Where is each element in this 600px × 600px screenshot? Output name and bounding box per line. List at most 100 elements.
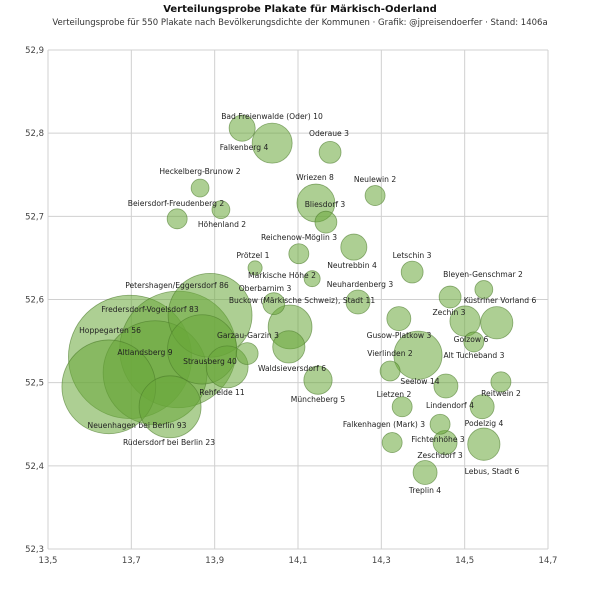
bubble <box>251 122 293 164</box>
bubble <box>391 396 413 418</box>
bubble-label: Treplin 4 <box>408 486 441 495</box>
grid <box>47 49 549 550</box>
bubble-label: Waldsieversdorf 6 <box>258 364 326 373</box>
bubble-label: Wriezen 8 <box>296 173 334 182</box>
bubble <box>393 330 443 380</box>
bubble-labels: Bad Freienwalde (Oder) 10 Falkenberg 4 Ode… <box>79 112 536 495</box>
bubble-label: Altlandsberg 9 <box>117 348 172 357</box>
bubble-label: Golzow 6 <box>454 335 489 344</box>
bubble-label: Märkische Höhe 2 <box>248 271 316 280</box>
bubble <box>262 292 286 316</box>
bubble-label: Zeschdorf 3 <box>417 451 462 460</box>
bubble <box>211 200 231 220</box>
y-tick-label: 52,8 <box>25 129 44 139</box>
axis-ticks: 13,5 13,7 13,9 14,1 14,3 14,5 14,7 52,3 52,4 52,5… <box>25 46 557 566</box>
bubbles <box>61 114 514 485</box>
bubble <box>463 331 485 353</box>
x-tick-label: 14,3 <box>372 556 391 566</box>
bubble-label: Oberbarnim 3 <box>239 284 292 293</box>
bubble-label: Neulewin 2 <box>354 175 396 184</box>
bubble-label: Heckelberg-Brunow 2 <box>159 167 240 176</box>
bubble-label: Garzau-Garzin 3 <box>217 331 279 340</box>
bubble-label: Bleyen-Genschmar 2 <box>443 270 523 279</box>
bubble <box>449 305 481 337</box>
bubble-label: Reichenow-Möglin 3 <box>261 233 337 242</box>
bubble-label: Falkenhagen (Mark) 3 <box>343 420 425 429</box>
bubble-label: Beiersdorf-Freudenberg 2 <box>128 199 225 208</box>
bubble <box>345 289 371 315</box>
bubble <box>288 243 310 265</box>
bubble <box>433 373 459 399</box>
bubble <box>303 365 333 395</box>
x-tick-label: 14,5 <box>455 556 474 566</box>
y-tick-label: 52,6 <box>25 296 44 306</box>
bubble-label: Rehfelde 11 <box>199 388 245 397</box>
chart-title: Verteilungsprobe Plakate für Märkisch-Od… <box>163 4 437 15</box>
bubble <box>318 140 342 164</box>
bubble-label: Gusow-Platkow 3 <box>367 331 432 340</box>
x-tick-label: 14,7 <box>539 556 558 566</box>
bubble <box>480 306 514 340</box>
bubble <box>314 210 338 234</box>
x-tick-label: 13,7 <box>122 556 141 566</box>
bubble-label: Bliesdorf 3 <box>305 200 346 209</box>
bubble <box>235 342 259 365</box>
bubble <box>190 178 210 198</box>
bubble <box>364 185 386 206</box>
bubble <box>429 413 451 435</box>
bubble <box>386 306 412 332</box>
bubble-label: Buckow (Märkische Schweiz), Stadt 11 <box>229 296 375 305</box>
bubble-label: Rüdersdorf bei Berlin 23 <box>123 438 215 447</box>
bubble-label: Lietzen 2 <box>377 390 412 399</box>
x-tick-label: 14,1 <box>289 556 308 566</box>
bubble-label: Bad Freienwalde (Oder) 10 <box>221 112 323 121</box>
bubble <box>272 330 306 364</box>
bubble <box>138 375 202 439</box>
bubble-label: Petershagen/Eggersdorf 86 <box>125 281 229 290</box>
y-tick-label: 52,9 <box>25 46 44 56</box>
y-tick-label: 52,3 <box>25 545 44 555</box>
bubble-label: Zechin 3 <box>432 308 465 317</box>
x-tick-label: 13,9 <box>205 556 224 566</box>
bubble-label: Lebus, Stadt 6 <box>465 467 520 476</box>
y-tick-label: 52,7 <box>25 212 44 222</box>
bubble-label: Hoppegarten 56 <box>79 326 141 335</box>
chart-subtitle: Verteilungsprobe für 550 Plakate nach Be… <box>52 18 548 28</box>
bubble-label: Vierlinden 2 <box>367 349 413 358</box>
bubble <box>166 208 188 230</box>
bubble-label: Falkenberg 4 <box>220 143 269 152</box>
x-tick-label: 13,5 <box>39 556 58 566</box>
bubble-label: Fredersdorf-Vogelsdorf 83 <box>101 305 198 314</box>
bubble-label: Neuenhagen bei Berlin 93 <box>88 421 187 430</box>
bubble <box>438 285 462 309</box>
bubble <box>469 394 495 420</box>
bubble-label: Neuhardenberg 3 <box>327 280 394 289</box>
bubble <box>303 270 321 288</box>
bubble-label: Letschin 3 <box>393 251 432 260</box>
bubble-label: Höhenland 2 <box>198 220 246 229</box>
bubble-label: Müncheberg 5 <box>291 395 346 404</box>
bubble-label: Lindendorf 4 <box>426 401 474 410</box>
bubble <box>400 260 424 284</box>
bubble-label: Seelow 14 <box>400 377 439 386</box>
bubble-label: Oderaue 3 <box>309 129 349 138</box>
bubble <box>490 371 512 393</box>
bubble-label: Strausberg 40 <box>183 357 237 366</box>
bubble-label: Alt Tucheband 3 <box>443 351 504 360</box>
bubble <box>340 233 368 261</box>
bubble-label: Neutrebbin 4 <box>327 261 377 270</box>
bubble-label: Podelzig 4 <box>465 419 504 428</box>
bubble-label: Prötzel 1 <box>236 251 269 260</box>
bubble <box>467 427 501 461</box>
bubble <box>228 114 256 142</box>
bubble <box>412 460 438 485</box>
bubble-label: Reitwein 2 <box>481 389 521 398</box>
y-tick-label: 52,5 <box>25 379 44 389</box>
y-tick-label: 52,4 <box>25 462 44 472</box>
bubble-label: Fichtenhöhe 3 <box>411 435 465 444</box>
bubble <box>381 432 403 453</box>
bubble <box>247 260 263 276</box>
bubble <box>474 280 494 299</box>
bubble <box>379 360 401 382</box>
